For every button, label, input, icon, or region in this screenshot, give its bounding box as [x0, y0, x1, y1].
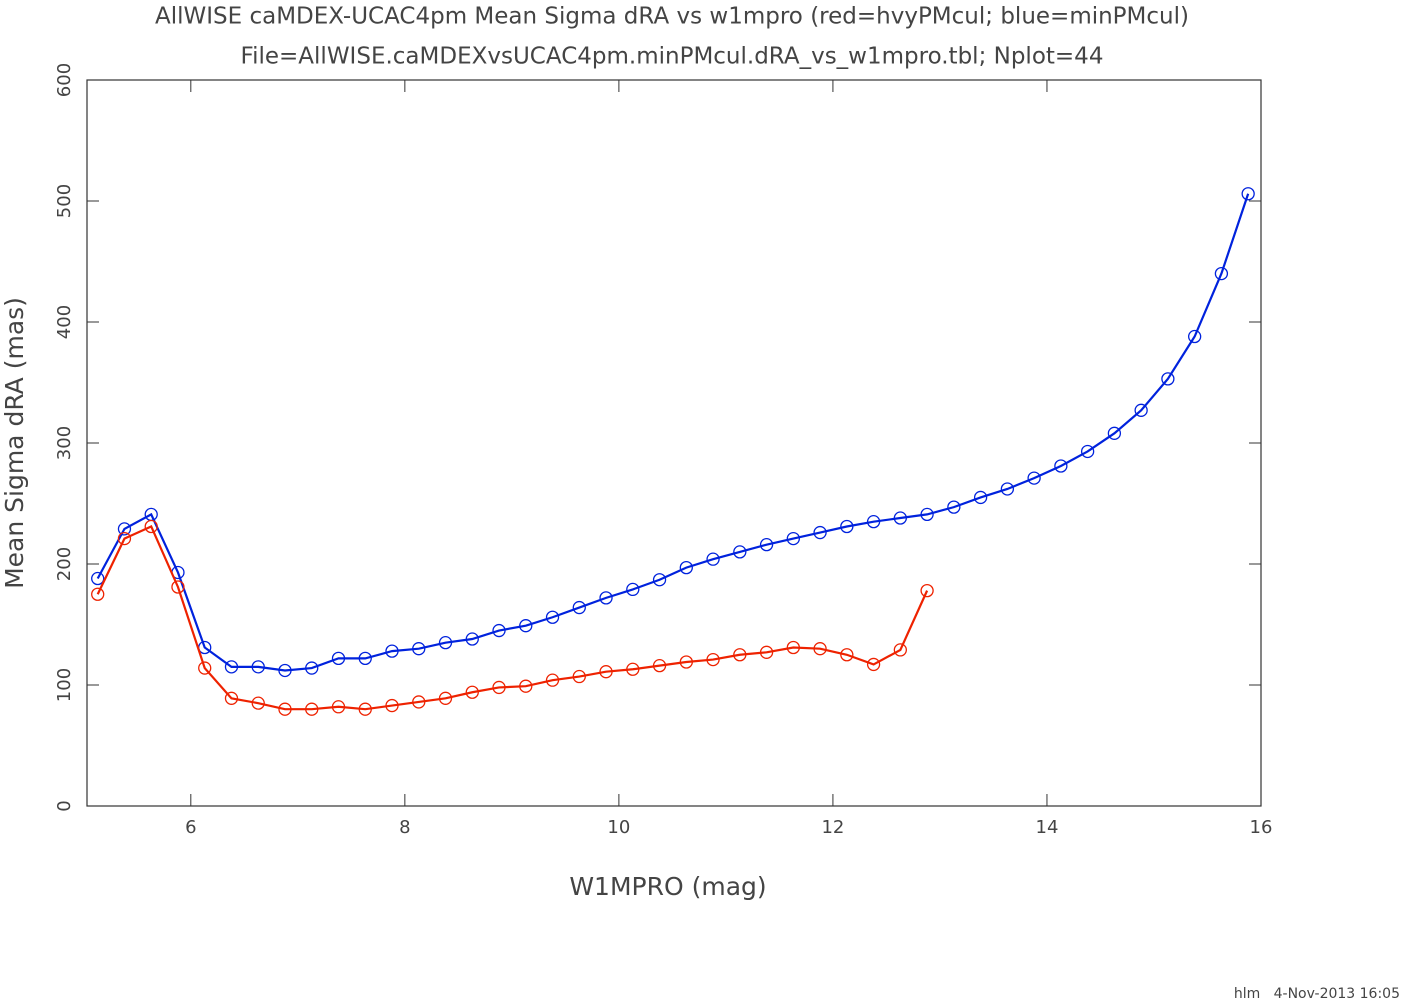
y-tick-label: 200 [54, 547, 75, 581]
data-point [1027, 471, 1041, 485]
x-axis-label: W1MPRO (mag) [569, 872, 766, 901]
data-point [679, 560, 693, 575]
data-point [893, 643, 907, 657]
chart-title: AllWISE caMDEX-UCAC4pm Mean Sigma dRA vs… [155, 4, 1189, 30]
data-point [224, 660, 239, 674]
data-point [305, 702, 319, 716]
data-point [626, 662, 640, 676]
data-point [572, 600, 586, 615]
data-point [1187, 329, 1202, 344]
data-point [385, 698, 399, 713]
series-line [96, 525, 929, 711]
data-point [866, 657, 881, 672]
data-point [786, 640, 800, 655]
data-point [1107, 426, 1122, 440]
data-point [91, 571, 105, 586]
data-point [171, 580, 185, 594]
plot-frame [86, 79, 1262, 807]
data-point [278, 702, 292, 716]
data-point [545, 610, 560, 624]
y-axis-label: Mean Sigma dRA (mas) [0, 297, 29, 589]
x-tick-label: 6 [185, 817, 196, 838]
y-tick-label: 0 [54, 800, 75, 811]
data-point [251, 696, 265, 710]
data-point [626, 582, 640, 597]
data-point [545, 673, 560, 687]
x-tick-label: 16 [1250, 817, 1273, 838]
data-point [733, 648, 747, 662]
y-tick-label: 100 [54, 668, 75, 702]
x-tick-label: 12 [821, 817, 844, 838]
data-point [358, 702, 372, 716]
data-point [91, 587, 105, 601]
data-point [1214, 266, 1229, 281]
data-point [1241, 187, 1255, 201]
data-point [599, 665, 613, 679]
data-point [465, 632, 479, 646]
data-point [519, 679, 533, 693]
data-point [759, 537, 774, 552]
chart-subtitle: File=AllWISE.caMDEXvsUCAC4pm.minPMcul.dR… [241, 44, 1104, 70]
data-point [733, 545, 747, 559]
data-point [278, 663, 292, 678]
data-point [920, 583, 934, 598]
data-point [438, 636, 453, 650]
data-point [813, 525, 827, 540]
data-point [1000, 482, 1015, 496]
data-point [840, 648, 854, 662]
data-point [679, 655, 693, 669]
y-tick-label: 400 [54, 305, 75, 339]
data-point [251, 660, 265, 674]
data-point [412, 695, 426, 709]
data-point [1134, 403, 1148, 417]
y-tick-label: 500 [54, 184, 75, 218]
data-point [1080, 444, 1095, 459]
data-point [893, 511, 907, 525]
data-point [652, 573, 667, 587]
data-point [759, 645, 774, 659]
data-point [385, 644, 399, 658]
data-point [652, 658, 667, 673]
x-tick-label: 10 [607, 817, 630, 838]
data-point [305, 661, 319, 675]
data-point [144, 519, 158, 534]
data-point [572, 669, 586, 684]
data-point [438, 691, 453, 705]
data-point [224, 691, 239, 705]
data-point [519, 619, 533, 633]
data-point [358, 651, 372, 666]
data-point [786, 531, 800, 546]
data-point [1054, 459, 1068, 473]
y-tick-label: 600 [54, 63, 75, 97]
data-point [492, 680, 506, 695]
data-point [117, 522, 132, 536]
data-point [813, 642, 827, 656]
data-point [117, 531, 132, 546]
data-point [866, 515, 881, 529]
data-point [840, 519, 854, 534]
data-point [412, 642, 426, 656]
data-point [706, 552, 720, 566]
data-point [492, 623, 506, 638]
y-tick-label: 300 [54, 426, 75, 460]
data-point [198, 661, 212, 675]
footer: hlm 4-Nov-2013 16:05 [1234, 986, 1400, 1002]
data-point [947, 500, 961, 514]
x-tick-label: 14 [1036, 817, 1059, 838]
data-point [706, 652, 720, 667]
data-point [331, 700, 346, 714]
x-tick-label: 8 [399, 817, 410, 838]
data-point [920, 507, 934, 522]
data-point [465, 685, 479, 699]
data-point [599, 591, 613, 605]
series-line [96, 193, 1250, 672]
data-point [1161, 372, 1175, 386]
data-point [973, 490, 988, 505]
data-point [331, 651, 346, 666]
